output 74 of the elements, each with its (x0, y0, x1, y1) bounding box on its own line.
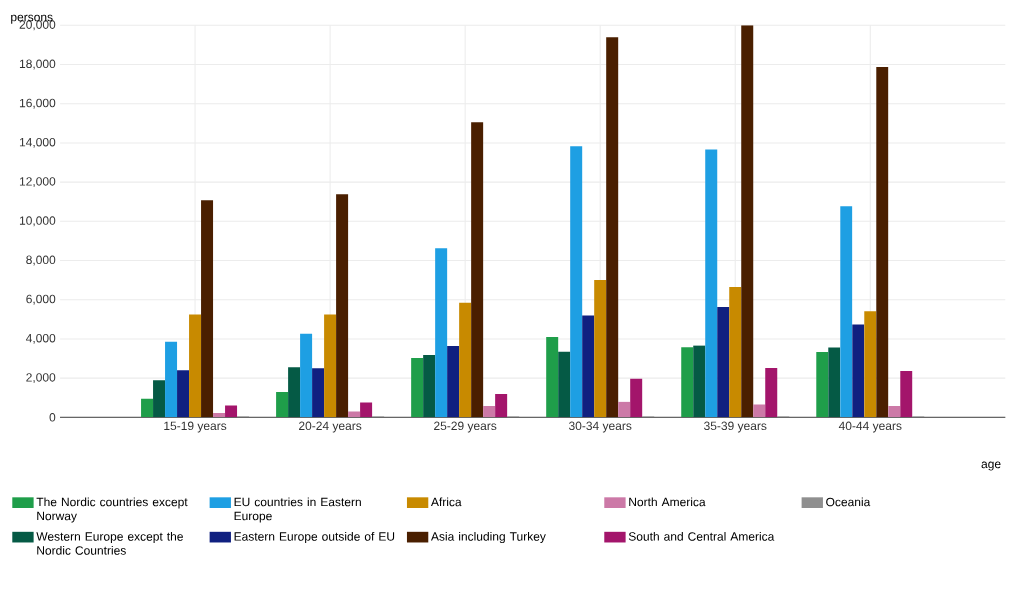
y-tick-label: 4,000 (25, 333, 56, 344)
bar (348, 411, 361, 418)
legend-label: EU countries in Eastern Europe (234, 497, 361, 523)
bar (177, 370, 190, 418)
y-tick-label: 12,000 (19, 177, 56, 188)
bar (336, 194, 349, 418)
y-tick-label: 16,000 (19, 98, 56, 109)
x-tick-label: 35-39 years (704, 421, 767, 433)
bar (888, 405, 901, 418)
bar (471, 122, 484, 418)
bar (558, 351, 571, 418)
bar (201, 200, 214, 418)
y-tick-label: 18,000 (19, 59, 56, 70)
bar (435, 248, 448, 418)
bar (864, 311, 877, 418)
x-tick-label: 30-34 years (568, 421, 632, 433)
x-axis-title: age (981, 461, 1001, 471)
bar (900, 371, 913, 418)
bar (300, 333, 313, 418)
legend-label: Western Europe except the Nordic Countries (36, 531, 183, 555)
bar (630, 378, 643, 418)
legend-label: The Nordic countries except Norway (36, 497, 188, 523)
legend-label: Oceania (826, 497, 871, 507)
bar (753, 404, 766, 418)
x-tick-label: 40-44 years (838, 421, 902, 433)
bar (840, 206, 853, 418)
bar (288, 367, 301, 418)
bar (582, 315, 595, 418)
bar (693, 345, 706, 418)
bar (312, 368, 325, 418)
bar (153, 380, 166, 418)
y-tick-label: 2,000 (26, 373, 56, 384)
y-tick-label: 0 (49, 413, 56, 422)
bar (741, 25, 754, 418)
bar (876, 67, 889, 418)
y-tick-label: 10,000 (19, 216, 56, 227)
bar (852, 324, 865, 418)
bar (705, 149, 718, 418)
bar (189, 314, 202, 418)
bar (225, 405, 238, 418)
bar (594, 279, 607, 418)
bar (717, 306, 730, 418)
bar (765, 367, 778, 418)
bar (495, 394, 508, 418)
legend-label: Asia including Turkey (430, 531, 546, 544)
bar (360, 402, 373, 418)
x-tick-label: 20-24 years (299, 421, 362, 433)
x-tick-label: 25-29 years (434, 421, 497, 433)
bar (141, 398, 154, 418)
bar (570, 146, 583, 418)
x-tick-label: 15-19 years (164, 421, 227, 433)
bar (828, 347, 841, 418)
bar (681, 347, 694, 418)
y-tick-label: 14,000 (19, 137, 56, 148)
legend-label: Africa (430, 497, 462, 507)
bar (618, 401, 631, 418)
legend-label: North America (629, 497, 706, 507)
bar (729, 286, 742, 418)
bar (447, 345, 460, 418)
y-tick-label: 6,000 (26, 294, 56, 305)
legend-label: Eastern Europe outside of EU (234, 531, 395, 544)
bar (165, 341, 178, 418)
y-tick-label: 8,000 (26, 255, 56, 266)
bar (213, 413, 226, 418)
bar (546, 336, 559, 418)
bar (483, 405, 496, 418)
bar (459, 302, 472, 418)
bar (411, 357, 424, 418)
bar (423, 355, 436, 418)
bar (276, 392, 289, 418)
bar (816, 352, 829, 418)
bar (324, 314, 337, 418)
bar (606, 37, 619, 418)
legend-label: South and Central America (628, 531, 775, 541)
